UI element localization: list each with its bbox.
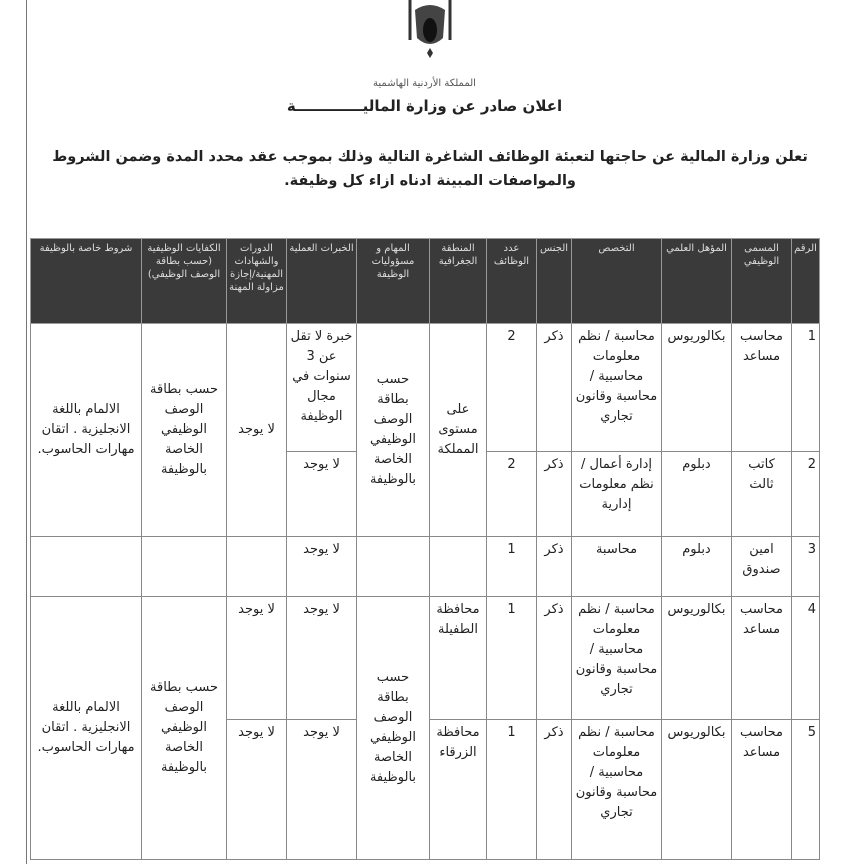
column-header: الجنس [536,238,572,324]
column-header: الرقم [791,238,820,324]
cell-count: 2 [486,451,537,537]
cell-special-conditions: الالمام باللغة الانجليزية . اتقان مهارات… [30,596,142,860]
cell-gender: ذكر [536,323,572,452]
cell-region [429,536,487,597]
kingdom-name: المملكة الأردنية الهاشمية [373,78,476,89]
table-header-row: الرقم المسمى الوظيفي المؤهل العلمي التخص… [30,238,820,324]
cell-qualification: بكالوريوس [661,323,732,452]
cell-special-conditions: الالمام باللغة الانجليزية . اتقان مهارات… [30,323,142,537]
table-row: 1 محاسب مساعد بكالوريوس محاسبة / نظم معل… [30,323,820,537]
column-header: التخصص [571,238,662,324]
cell-region: محافظة الزرقاء [429,719,487,860]
cell-duties: حسب بطاقة الوصف الوظيفي الخاصة بالوظيفة [356,596,430,860]
cell-major: محاسبة / نظم معلومات محاسبية / محاسبة وق… [571,596,662,720]
cell-count: 2 [486,323,537,452]
cell-qualification: بكالوريوس [661,596,732,720]
cell-count: 1 [486,536,537,597]
table-row: 4 محاسب مساعد بكالوريوس محاسبة / نظم معل… [30,596,820,860]
cell-duties [356,536,430,597]
column-header: شروط خاصة بالوظيفة [30,238,142,324]
cell-no: 3 [791,536,820,597]
cell-courses: لا يوجد [226,323,287,537]
column-header: الخبرات العملية [286,238,357,324]
table-row: 5 محاسب مساعد بكالوريوس محاسبة / نظم معل… [31,719,820,860]
cell-special-conditions [30,536,142,597]
cell-no: 4 [791,596,820,720]
cell-experience: خبرة لا تقل عن 3 سنوات في مجال الوظيفة [286,323,357,452]
cell-title: محاسب مساعد [731,719,792,860]
column-header: المنطقة الجغرافية [429,238,487,324]
cell-experience: لا يوجد [286,536,357,597]
cell-courses: لا يوجد [226,596,287,720]
cell-courses [226,536,287,597]
cell-region: على مستوى المملكة [429,323,487,537]
cell-experience: لا يوجد [286,596,357,720]
announcement-intro: تعلن وزارة المالية عن حاجتها لتعبئة الوظ… [52,149,808,189]
announcement-title: اعلان صادر عن وزارة الماليـــــــــــــة [286,97,563,115]
cell-title: محاسب مساعد [731,323,792,452]
cell-gender: ذكر [536,536,572,597]
cell-experience: لا يوجد [286,451,357,537]
cell-competencies: حسب بطاقة الوصف الوظيفي الخاصة بالوظيفة [141,596,227,860]
cell-competencies [141,536,227,597]
column-header: الكفايات الوظيفية (حسب بطاقة الوصف الوظي… [141,238,227,324]
cell-title: كاتب ثالث [731,451,792,537]
cell-count: 1 [486,596,537,720]
cell-qualification: دبلوم [661,536,732,597]
cell-major: محاسبة / نظم معلومات محاسبية / محاسبة وق… [571,719,662,860]
cell-courses: لا يوجد [226,719,287,860]
cell-duties: حسب بطاقة الوصف الوظيفي الخاصة بالوظيفة [356,323,430,537]
column-header: المؤهل العلمي [661,238,732,324]
cell-count: 1 [486,719,537,860]
cell-gender: ذكر [536,596,572,720]
cell-major: إدارة أعمال / نظم معلومات إدارية [571,451,662,537]
cell-region: محافظة الطفيلة [429,596,487,720]
cell-qualification: بكالوريوس [661,719,732,860]
cell-no: 5 [791,719,820,860]
page-border [26,0,27,864]
column-header: المهام و مسؤوليات الوظيفة [356,238,430,324]
column-header: المسمى الوظيفي [731,238,792,324]
cell-title: محاسب مساعد [731,596,792,720]
cell-no: 1 [791,323,820,452]
table-row: 2 كاتب ثالث دبلوم إدارة أعمال / نظم معلو… [31,451,820,537]
cell-no: 2 [791,451,820,537]
cell-qualification: دبلوم [661,451,732,537]
cell-gender: ذكر [536,719,572,860]
table-row: 3 امين صندوق دبلوم محاسبة ذكر 1 لا يوجد [30,536,820,597]
column-header: الدورات والشهادات المهنية/إجازة مزاولة ا… [226,238,287,324]
column-header: عدد الوظائف [486,238,537,324]
cell-major: محاسبة / نظم معلومات محاسبية / محاسبة وق… [571,323,662,452]
coat-of-arms-logo [408,0,452,58]
vacancies-table: الرقم المسمى الوظيفي المؤهل العلمي التخص… [30,238,820,860]
cell-gender: ذكر [536,451,572,537]
cell-major: محاسبة [571,536,662,597]
cell-competencies: حسب بطاقة الوصف الوظيفي الخاصة بالوظيفة [141,323,227,537]
cell-title: امين صندوق [731,536,792,597]
cell-experience: لا يوجد [286,719,357,860]
